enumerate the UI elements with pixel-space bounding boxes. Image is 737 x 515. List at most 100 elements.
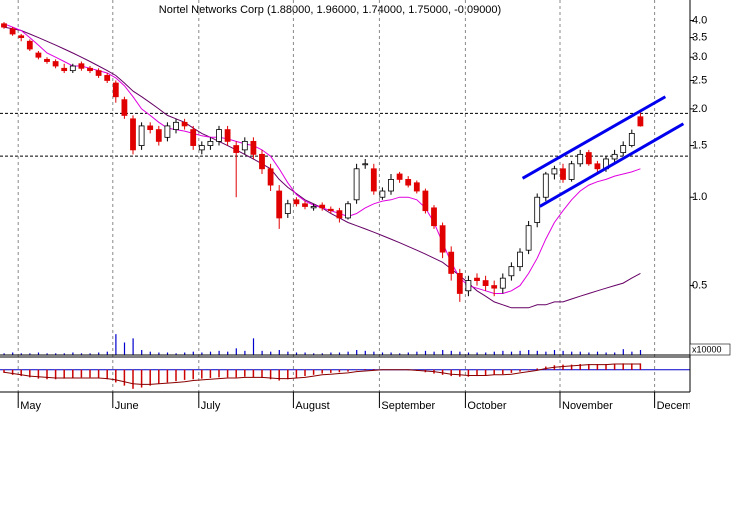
- volume-bar: [553, 350, 556, 355]
- x-tick-label: June: [115, 400, 139, 412]
- volume-bar: [175, 353, 177, 355]
- volume-bar: [433, 351, 435, 355]
- volume-bar: [37, 352, 40, 355]
- volume-bar: [158, 352, 160, 355]
- candle-body: [482, 280, 489, 286]
- y-tick-label: 2.5: [692, 74, 707, 86]
- candle-body: [370, 168, 377, 192]
- candle-body: [121, 99, 128, 116]
- volume-bar: [295, 352, 298, 355]
- candle-body: [637, 116, 644, 127]
- candle-body: [1, 23, 7, 28]
- x-tick-label: August: [295, 400, 329, 412]
- candle-body: [474, 277, 480, 281]
- volume-bar: [287, 351, 289, 355]
- volume-bar: [424, 350, 427, 355]
- volume-bar: [562, 350, 564, 355]
- candle-body: [422, 190, 429, 212]
- axis-panel: [690, 0, 737, 515]
- volume-bar: [571, 351, 573, 355]
- volume-bar: [261, 350, 263, 355]
- volume-bar: [304, 352, 306, 355]
- volume-bar: [218, 350, 220, 355]
- volume-bar: [29, 353, 31, 355]
- macd-line: [3, 363, 641, 385]
- volume-bar: [115, 334, 117, 355]
- volume-bar: [639, 350, 642, 355]
- candle-body: [465, 280, 472, 292]
- candle-body: [611, 153, 618, 160]
- volume-bar: [270, 351, 272, 355]
- volume-label: x10000: [692, 344, 722, 354]
- candle-body: [9, 28, 16, 35]
- candle-body: [276, 190, 283, 219]
- x-tick-label: July: [201, 400, 221, 412]
- candle-body: [353, 168, 360, 201]
- volume-bar: [519, 350, 521, 355]
- candle-body: [233, 145, 240, 153]
- volume-bar: [347, 351, 349, 355]
- volume-bar: [89, 353, 91, 355]
- volume-bar: [20, 353, 22, 355]
- volume-bar: [209, 351, 212, 355]
- candle-body: [508, 266, 515, 277]
- candle-body: [336, 210, 343, 219]
- candle-body: [560, 168, 566, 180]
- volume-bar: [313, 353, 315, 355]
- volume-bar: [201, 352, 203, 355]
- y-tick-label: 3.5: [692, 31, 707, 43]
- candle-body: [517, 251, 523, 268]
- volume-bar: [55, 353, 57, 355]
- x-tick-label: November: [562, 400, 613, 412]
- candle-body: [147, 125, 154, 131]
- candle-body: [431, 207, 437, 227]
- trend-line: [539, 122, 685, 208]
- candle-body: [61, 67, 68, 72]
- volume-bar: [579, 351, 581, 355]
- volume-bar: [132, 338, 134, 355]
- candle-body: [456, 273, 463, 294]
- candle-body: [104, 75, 111, 81]
- volume-bar: [596, 351, 599, 355]
- candle-body: [35, 52, 42, 58]
- volume-bar: [459, 351, 461, 355]
- candle-body: [18, 35, 25, 38]
- volume-bar: [416, 351, 418, 355]
- volume-bar: [80, 353, 83, 355]
- volume-bar: [364, 350, 366, 355]
- chart-title: Nortel Networks Corp (1.88000, 1.96000, …: [159, 4, 501, 16]
- volume-bar: [622, 349, 624, 355]
- volume-bar: [476, 352, 478, 355]
- volume-bar: [545, 351, 547, 355]
- candle-body: [69, 65, 76, 72]
- candle-body: [138, 125, 145, 146]
- volume-bar: [605, 352, 607, 355]
- candle-body: [310, 206, 317, 209]
- candle-body: [190, 129, 197, 146]
- volume-bar: [166, 352, 169, 355]
- candle-body: [439, 225, 446, 253]
- candle-body: [164, 125, 171, 138]
- candle-body: [413, 182, 420, 192]
- volume-bar: [72, 352, 74, 355]
- volume-bar: [184, 352, 186, 355]
- candle-body: [568, 163, 575, 180]
- candle-body: [396, 173, 403, 180]
- volume-bar: [12, 352, 14, 355]
- volume-bar: [63, 353, 65, 355]
- candle-body: [112, 82, 119, 98]
- candle-body: [628, 133, 635, 146]
- volume-bar: [106, 351, 108, 355]
- volume-bar: [493, 351, 495, 355]
- candle-body: [327, 208, 334, 212]
- candle-body: [259, 153, 265, 170]
- candle-body: [491, 285, 498, 289]
- candle-body: [95, 70, 102, 76]
- candle-body: [130, 118, 136, 151]
- candle-body: [250, 140, 257, 155]
- candle-body: [216, 129, 222, 142]
- volume-bar: [141, 350, 143, 355]
- candle-body: [52, 61, 59, 67]
- candle-body: [362, 163, 369, 166]
- candle-body: [181, 121, 188, 127]
